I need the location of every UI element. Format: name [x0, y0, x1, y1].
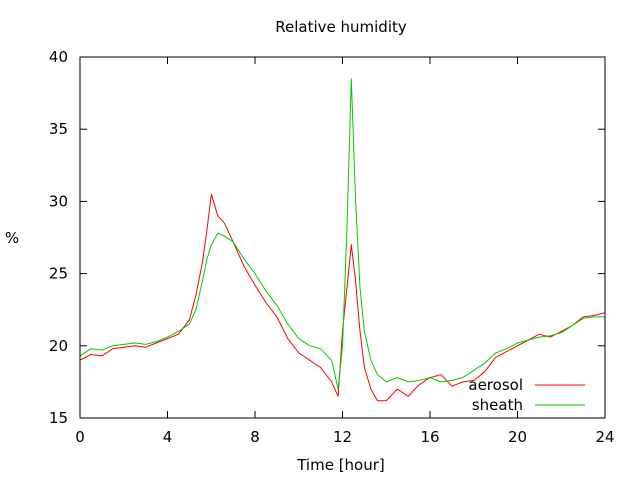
series-lines [79, 78, 606, 402]
legend: aerosol sheath [468, 376, 585, 414]
y-tick-label: 25 [49, 265, 68, 283]
x-tick-label: 4 [163, 428, 173, 446]
axis-ticks: 0 4 8 12 16 20 24 15 20 25 30 35 40 [49, 48, 615, 446]
series-line-aerosol [79, 193, 606, 402]
y-tick-label: 35 [49, 120, 68, 138]
legend-label-aerosol: aerosol [468, 376, 523, 394]
y-tick-label: 20 [49, 337, 68, 355]
series-line-sheath [79, 78, 605, 390]
y-tick-label: 15 [49, 409, 68, 427]
legend-label-sheath: sheath [472, 396, 523, 414]
x-axis-label: Time [hour] [296, 456, 385, 474]
chart-title: Relative humidity [275, 18, 407, 36]
x-tick-label: 24 [595, 428, 614, 446]
x-tick-label: 12 [333, 428, 352, 446]
y-tick-label: 30 [49, 192, 68, 210]
y-tick-label: 40 [49, 48, 68, 66]
x-tick-label: 16 [420, 428, 439, 446]
x-tick-label: 20 [508, 428, 527, 446]
plot-frame [79, 56, 606, 419]
x-tick-label: 8 [250, 428, 260, 446]
y-axis-label: % [5, 229, 19, 247]
x-tick-label: 0 [75, 428, 85, 446]
